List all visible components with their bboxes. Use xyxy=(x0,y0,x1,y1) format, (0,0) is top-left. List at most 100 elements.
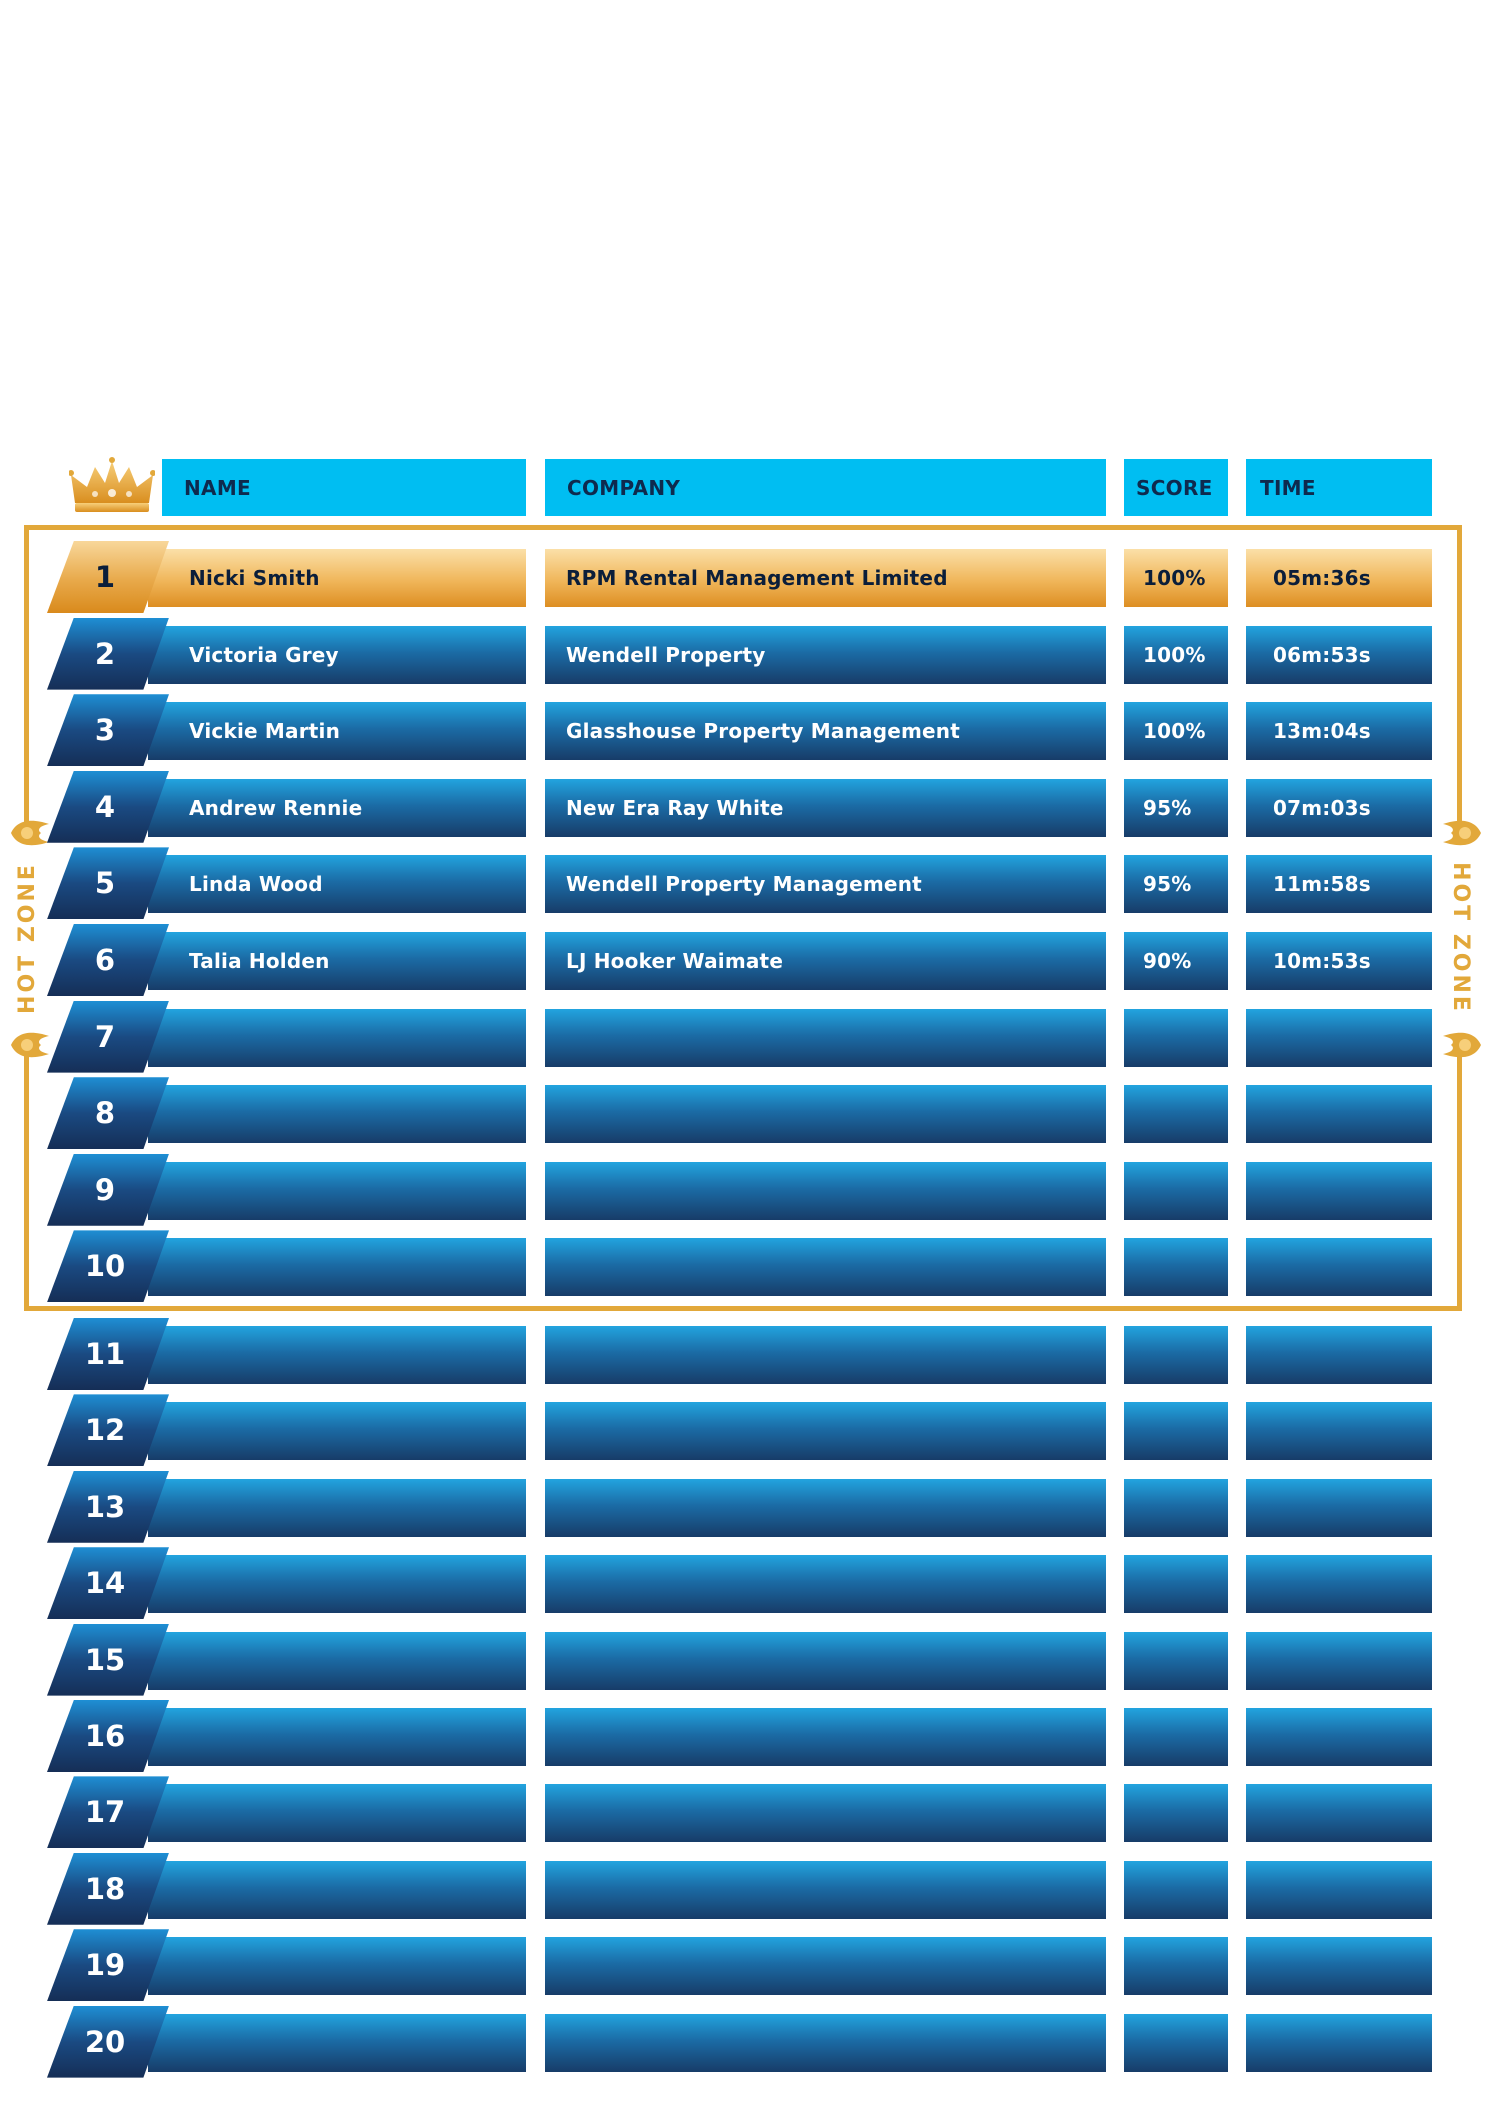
time-cell xyxy=(1246,1008,1432,1067)
name-cell xyxy=(148,1555,526,1614)
flame-icon xyxy=(1443,1032,1481,1058)
company-cell xyxy=(545,1238,1106,1297)
table-row: 17 xyxy=(0,1776,1488,1849)
name-cell xyxy=(148,1008,526,1067)
time-cell: 10m:53s xyxy=(1246,932,1432,990)
score-cell xyxy=(1124,1238,1228,1297)
flame-icon xyxy=(11,820,49,846)
score-cell xyxy=(1124,1708,1228,1766)
table-row: Victoria Grey Wendell Property 100% 06m:53s… xyxy=(0,617,1488,690)
name-cell: Andrew Rennie xyxy=(148,778,526,837)
time-cell xyxy=(1246,1937,1432,1996)
time-cell: 07m:03s xyxy=(1246,778,1432,837)
hot-zone-left: HOT ZONE xyxy=(5,820,51,1058)
table-row: 13 xyxy=(0,1470,1488,1543)
time-cell xyxy=(1246,1631,1432,1690)
company-cell: LJ Hooker Waimate xyxy=(545,932,1106,990)
company-cell xyxy=(545,1708,1106,1766)
company-cell xyxy=(545,1555,1106,1614)
time-cell: 13m:04s xyxy=(1246,702,1432,761)
company-cell: Wendell Property xyxy=(545,625,1106,684)
table-row: 9 xyxy=(0,1153,1488,1226)
company-cell xyxy=(545,1631,1106,1690)
name-cell xyxy=(148,1161,526,1220)
time-cell xyxy=(1246,1326,1432,1384)
name-cell xyxy=(148,1784,526,1843)
name-cell xyxy=(148,1478,526,1537)
company-cell xyxy=(545,1402,1106,1461)
company-cell: Wendell Property Management xyxy=(545,855,1106,914)
score-cell xyxy=(1124,1860,1228,1919)
name-cell xyxy=(148,1402,526,1461)
time-cell xyxy=(1246,1161,1432,1220)
hot-zone-right: HOT ZONE xyxy=(1437,820,1483,1058)
table-row: 14 xyxy=(0,1547,1488,1620)
score-cell xyxy=(1124,1555,1228,1614)
table-row: 20 xyxy=(0,2005,1488,2078)
name-cell xyxy=(148,1631,526,1690)
table-row: 11 xyxy=(0,1318,1488,1390)
name-cell: Nicki Smith xyxy=(148,549,526,607)
company-cell xyxy=(545,1008,1106,1067)
score-cell: 95% xyxy=(1124,778,1228,837)
company-cell xyxy=(545,1860,1106,1919)
score-cell xyxy=(1124,1631,1228,1690)
score-cell xyxy=(1124,2013,1228,2072)
score-cell: 100% xyxy=(1124,549,1228,607)
name-cell: Victoria Grey xyxy=(148,625,526,684)
company-cell: RPM Rental Management Limited xyxy=(545,549,1106,607)
company-cell xyxy=(545,1784,1106,1843)
score-cell xyxy=(1124,1161,1228,1220)
time-cell xyxy=(1246,1555,1432,1614)
time-cell xyxy=(1246,1402,1432,1461)
score-cell xyxy=(1124,1008,1228,1067)
table-row: 7 xyxy=(0,1000,1488,1073)
table-row: 15 xyxy=(0,1623,1488,1696)
time-cell: 06m:53s xyxy=(1246,625,1432,684)
header-company: COMPANY xyxy=(545,459,1106,516)
header-name: NAME xyxy=(162,459,526,516)
score-cell xyxy=(1124,1937,1228,1996)
table-row: 8 xyxy=(0,1077,1488,1150)
score-cell: 100% xyxy=(1124,625,1228,684)
score-cell xyxy=(1124,1326,1228,1384)
score-cell: 95% xyxy=(1124,855,1228,914)
name-cell: Vickie Martin xyxy=(148,702,526,761)
score-cell xyxy=(1124,1478,1228,1537)
company-cell xyxy=(545,1161,1106,1220)
company-cell xyxy=(545,1478,1106,1537)
score-cell xyxy=(1124,1085,1228,1144)
table-row: 12 xyxy=(0,1394,1488,1467)
crown-icon xyxy=(69,457,155,512)
time-cell xyxy=(1246,1238,1432,1297)
company-cell xyxy=(545,1326,1106,1384)
company-cell xyxy=(545,1085,1106,1144)
table-row: Nicki Smith RPM Rental Management Limited… xyxy=(0,541,1488,613)
company-cell xyxy=(545,2013,1106,2072)
name-cell xyxy=(148,1937,526,1996)
time-cell: 05m:36s xyxy=(1246,549,1432,607)
hot-zone-label: HOT ZONE xyxy=(1448,862,1473,1014)
score-cell xyxy=(1124,1784,1228,1843)
table-row: Talia Holden LJ Hooker Waimate 90% 10m:53s 6 xyxy=(0,924,1488,996)
company-cell xyxy=(545,1937,1106,1996)
header-time: TIME xyxy=(1246,459,1432,516)
name-cell xyxy=(148,1708,526,1766)
table-row: Linda Wood Wendell Property Management 95%… xyxy=(0,847,1488,920)
score-cell xyxy=(1124,1402,1228,1461)
table-row: 16 xyxy=(0,1700,1488,1772)
time-cell xyxy=(1246,1085,1432,1144)
time-cell xyxy=(1246,2013,1432,2072)
time-cell xyxy=(1246,1708,1432,1766)
score-cell: 90% xyxy=(1124,932,1228,990)
company-cell: Glasshouse Property Management xyxy=(545,702,1106,761)
flame-icon xyxy=(1443,820,1481,846)
company-cell: New Era Ray White xyxy=(545,778,1106,837)
score-cell: 100% xyxy=(1124,702,1228,761)
name-cell xyxy=(148,1860,526,1919)
name-cell: Linda Wood xyxy=(148,855,526,914)
time-cell xyxy=(1246,1784,1432,1843)
table-row: Andrew Rennie New Era Ray White 95% 07m:03s… xyxy=(0,770,1488,843)
flame-icon xyxy=(11,1032,49,1058)
hot-zone-label: HOT ZONE xyxy=(15,862,40,1014)
